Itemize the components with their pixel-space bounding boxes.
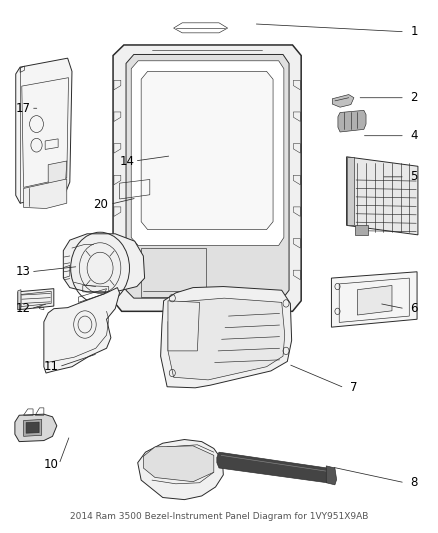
Text: 17: 17	[16, 102, 31, 115]
Polygon shape	[143, 446, 214, 482]
Polygon shape	[48, 161, 67, 189]
Polygon shape	[113, 45, 301, 311]
Polygon shape	[126, 54, 289, 298]
Text: 5: 5	[410, 171, 418, 183]
Text: 8: 8	[410, 477, 418, 489]
Polygon shape	[338, 110, 366, 132]
Polygon shape	[168, 301, 200, 351]
Polygon shape	[24, 179, 67, 208]
Polygon shape	[131, 61, 284, 245]
Text: 6: 6	[410, 302, 418, 315]
Polygon shape	[168, 298, 285, 380]
Polygon shape	[26, 422, 39, 433]
Polygon shape	[18, 289, 54, 310]
Polygon shape	[16, 58, 72, 203]
Polygon shape	[64, 234, 145, 292]
Polygon shape	[18, 290, 21, 310]
Polygon shape	[357, 286, 392, 315]
Polygon shape	[138, 440, 223, 499]
Text: 2014 Ram 3500 Bezel-Instrument Panel Diagram for 1VY951X9AB: 2014 Ram 3500 Bezel-Instrument Panel Dia…	[70, 512, 368, 521]
Polygon shape	[326, 466, 337, 485]
Text: 7: 7	[350, 381, 357, 394]
Polygon shape	[161, 287, 292, 388]
Polygon shape	[355, 225, 368, 235]
Polygon shape	[44, 288, 120, 373]
Text: 1: 1	[410, 25, 418, 38]
Text: 13: 13	[16, 265, 31, 278]
Polygon shape	[24, 419, 42, 437]
Text: 4: 4	[410, 129, 418, 142]
Polygon shape	[346, 157, 354, 225]
Polygon shape	[217, 452, 332, 483]
Text: 11: 11	[44, 360, 59, 373]
Polygon shape	[332, 94, 354, 107]
Polygon shape	[346, 157, 418, 235]
Text: 20: 20	[94, 198, 109, 211]
Text: 14: 14	[120, 155, 134, 167]
Polygon shape	[141, 71, 273, 230]
Text: 12: 12	[16, 302, 31, 315]
Text: 2: 2	[410, 91, 418, 104]
Polygon shape	[332, 272, 417, 327]
Text: 10: 10	[44, 458, 59, 471]
Polygon shape	[15, 414, 57, 442]
